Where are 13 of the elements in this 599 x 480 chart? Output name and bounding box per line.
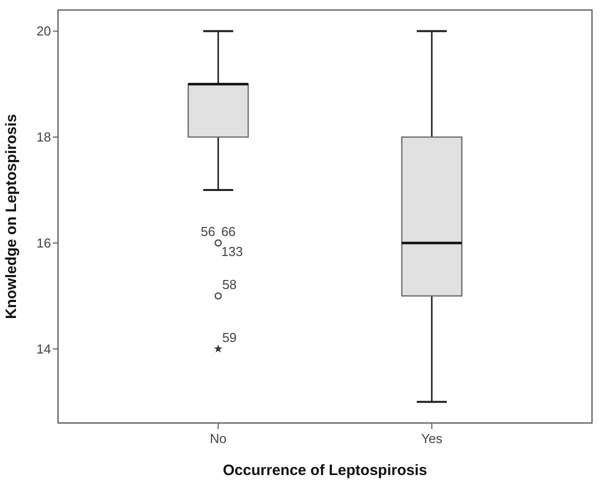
annotation: 66 xyxy=(221,224,236,239)
x-axis-title: Occurrence of Leptospirosis xyxy=(222,462,428,479)
y-tick-label: 18 xyxy=(36,130,51,145)
annotation: 59 xyxy=(222,330,237,345)
y-tick-label: 20 xyxy=(36,24,51,39)
y-tick-label: 16 xyxy=(36,236,51,251)
x-tick-label: No xyxy=(210,431,227,446)
x-tick-label: Yes xyxy=(421,431,443,446)
annotation: 133 xyxy=(221,244,243,259)
y-axis-title: Knowledge on Leptospirosis xyxy=(3,114,20,320)
annotation: 58 xyxy=(222,276,237,292)
y-tick-label: 14 xyxy=(36,341,51,356)
annotation: 56 xyxy=(200,224,216,239)
